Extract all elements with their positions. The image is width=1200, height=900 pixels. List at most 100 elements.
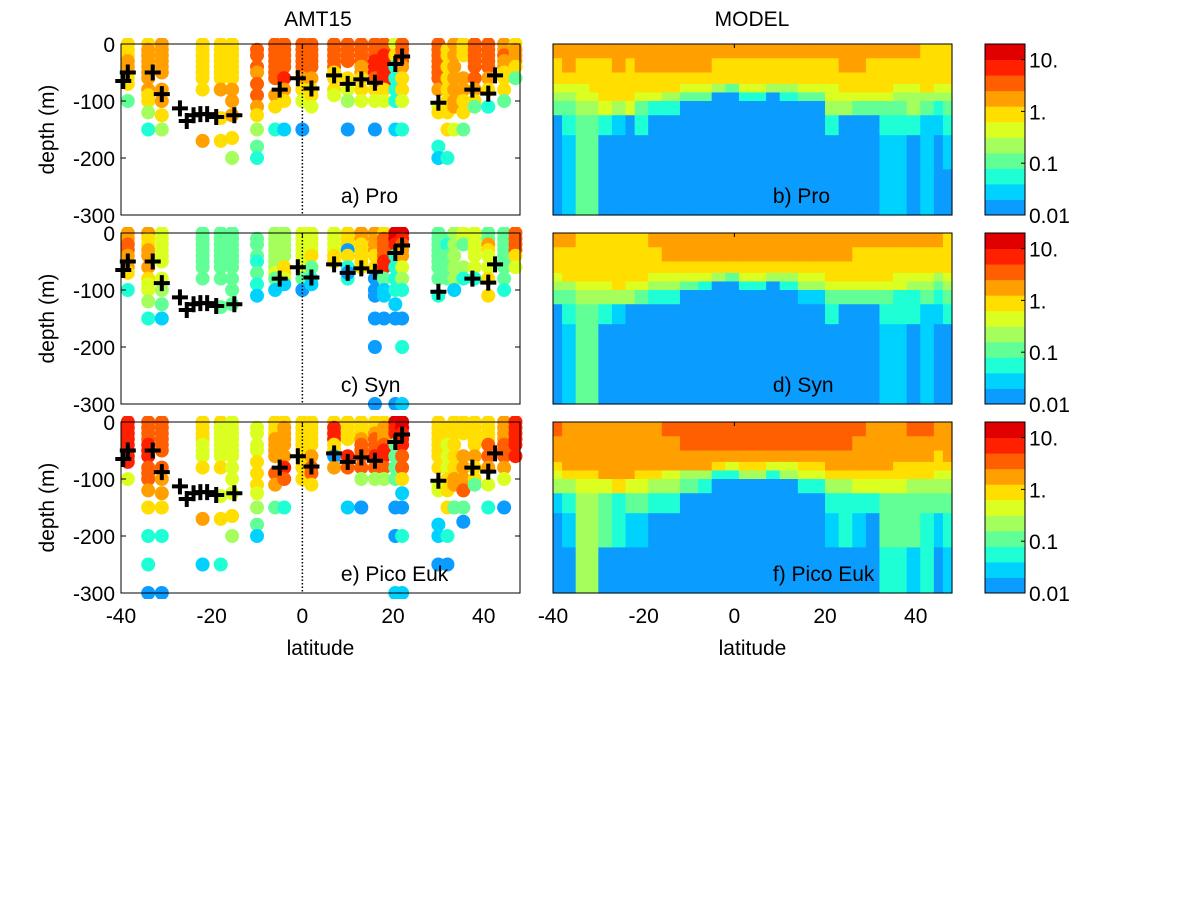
obs-point	[481, 437, 496, 452]
obs-point	[395, 283, 410, 297]
heatmap-cell	[906, 461, 921, 472]
heatmap-cell	[752, 324, 767, 359]
heatmap-cell	[838, 247, 853, 263]
heatmap-cell	[589, 135, 599, 170]
obs-point	[225, 271, 240, 286]
heatmap-cell	[738, 470, 754, 480]
obs-point	[250, 517, 265, 532]
obs-point	[376, 271, 391, 286]
nutricline-cross	[464, 270, 481, 287]
obs-point	[120, 283, 135, 297]
heatmap-cell	[852, 233, 867, 248]
heatmap-cell	[679, 44, 699, 59]
heatmap-cell	[825, 92, 840, 102]
heatmap-cell	[879, 324, 894, 359]
heatmap-cell	[852, 304, 867, 325]
heatmap-cell	[589, 324, 599, 359]
heatmap-cell	[553, 290, 563, 305]
heatmap-cell	[752, 272, 767, 283]
nutricline-cross	[394, 237, 411, 254]
heatmap-cell	[611, 281, 627, 291]
nutricline-cross	[115, 451, 132, 468]
heatmap-cell	[679, 358, 699, 405]
heatmap-cell	[825, 115, 840, 136]
heatmap-cell	[811, 290, 826, 305]
obs-point	[225, 472, 240, 486]
heatmap-cell	[865, 547, 881, 594]
obs-point	[354, 500, 369, 515]
obs-point	[447, 283, 462, 297]
heatmap-cell	[766, 44, 781, 59]
heatmap-cell	[893, 101, 908, 116]
nutricline-cross	[303, 458, 320, 475]
heatmap-cell	[942, 470, 953, 480]
obs-point	[456, 460, 471, 475]
heatmap-cell	[575, 72, 590, 85]
heatmap-cell	[575, 281, 590, 291]
heatmap-cell	[933, 247, 944, 263]
obs-point	[376, 460, 391, 475]
heatmap-cell	[920, 513, 935, 548]
heatmap-cell	[893, 261, 908, 274]
heatmap-cell	[797, 304, 813, 325]
heatmap-cell	[942, 493, 953, 514]
model-heatmap	[553, 422, 953, 594]
heatmap-cell	[825, 58, 840, 74]
heatmap-cell	[634, 493, 649, 514]
heatmap-cell	[811, 547, 826, 594]
heatmap-cell	[752, 358, 767, 405]
heatmap-cell	[933, 513, 944, 548]
heatmap-cell	[906, 115, 921, 136]
colorbar-swatch	[985, 422, 1025, 439]
obs-point	[456, 514, 471, 529]
heatmap-cell	[679, 450, 699, 463]
nutricline-cross	[226, 296, 243, 313]
colorbar-swatch	[985, 199, 1025, 216]
obs-point	[456, 94, 471, 108]
heatmap-cell	[648, 436, 663, 452]
heatmap-cell	[766, 479, 781, 494]
heatmap-cell	[838, 272, 853, 283]
heatmap-cell	[838, 547, 853, 594]
heatmap-cell	[738, 513, 754, 548]
heatmap-cell	[648, 547, 663, 594]
nutricline-cross	[339, 453, 356, 470]
heatmap-cell	[698, 324, 713, 359]
heatmap-cell	[575, 358, 590, 405]
heatmap-cell	[648, 272, 663, 283]
nutricline-cross	[353, 71, 370, 88]
obs-point	[195, 460, 210, 475]
heatmap-cell	[852, 72, 867, 85]
nutricline-cross	[171, 100, 188, 117]
heatmap-cell	[942, 272, 953, 283]
heatmap-cell	[906, 304, 921, 325]
heatmap-cell	[752, 281, 767, 291]
heatmap-cell	[611, 92, 627, 102]
heatmap-cell	[838, 135, 853, 170]
heatmap-cell	[634, 92, 649, 102]
heatmap-cell	[661, 58, 681, 74]
heatmap-cell	[679, 247, 699, 263]
axes-frame	[120, 421, 521, 594]
heatmap-cell	[589, 422, 599, 437]
heatmap-cell	[920, 72, 935, 85]
heatmap-cell	[711, 44, 726, 59]
heatmap-cell	[679, 547, 699, 594]
heatmap-cell	[838, 72, 853, 85]
colorbar-swatch	[985, 453, 1025, 470]
heatmap-cell	[575, 135, 590, 170]
colorbar-swatch	[985, 499, 1025, 516]
heatmap-cell	[562, 44, 577, 59]
heatmap-cell	[679, 92, 699, 102]
heatmap-cell	[893, 290, 908, 305]
obs-point	[213, 71, 228, 86]
heatmap-cell	[865, 450, 881, 463]
colorbar-swatch	[985, 233, 1025, 250]
obs-point	[456, 237, 471, 252]
heatmap-cell	[625, 92, 636, 102]
heatmap-cell	[852, 479, 867, 494]
heatmap-cell	[711, 58, 726, 74]
heatmap-cell	[575, 547, 590, 594]
nutricline-cross	[487, 445, 504, 462]
colorbar-swatch	[985, 279, 1025, 296]
